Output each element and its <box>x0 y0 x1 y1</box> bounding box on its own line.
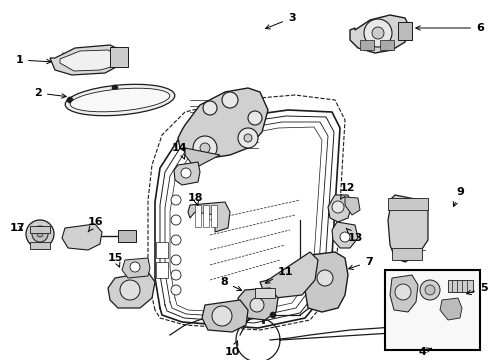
Polygon shape <box>345 197 360 215</box>
Circle shape <box>332 201 344 213</box>
Circle shape <box>340 232 350 242</box>
Text: 11: 11 <box>266 267 294 283</box>
Polygon shape <box>440 298 462 320</box>
Bar <box>255 288 275 298</box>
Text: 4: 4 <box>418 347 431 357</box>
Circle shape <box>171 255 181 265</box>
Polygon shape <box>122 258 150 278</box>
Polygon shape <box>178 88 268 158</box>
Polygon shape <box>62 224 102 250</box>
Circle shape <box>112 85 118 91</box>
Circle shape <box>238 128 258 148</box>
Bar <box>30 226 50 233</box>
Circle shape <box>130 262 140 272</box>
Bar <box>110 47 128 67</box>
Text: 7: 7 <box>349 257 373 270</box>
Bar <box>118 230 136 242</box>
Polygon shape <box>188 202 230 232</box>
Ellipse shape <box>70 88 170 112</box>
Circle shape <box>420 280 440 300</box>
Polygon shape <box>328 195 352 222</box>
Ellipse shape <box>65 84 175 116</box>
Polygon shape <box>50 45 125 75</box>
Circle shape <box>372 27 384 39</box>
Bar <box>380 40 394 50</box>
Bar <box>448 280 473 292</box>
Circle shape <box>120 280 140 300</box>
Text: 9: 9 <box>453 187 464 207</box>
Circle shape <box>32 226 48 242</box>
Polygon shape <box>238 288 278 320</box>
Circle shape <box>212 306 232 326</box>
Text: 3: 3 <box>266 13 295 29</box>
Circle shape <box>193 136 217 160</box>
Polygon shape <box>390 275 418 312</box>
Circle shape <box>222 92 238 108</box>
Text: 17: 17 <box>10 223 25 233</box>
Circle shape <box>364 19 392 47</box>
Text: 12: 12 <box>340 183 356 199</box>
Polygon shape <box>108 272 155 308</box>
Polygon shape <box>350 15 410 53</box>
Bar <box>30 242 50 249</box>
Circle shape <box>171 270 181 280</box>
Circle shape <box>181 168 191 178</box>
Circle shape <box>26 220 54 248</box>
Circle shape <box>250 298 264 312</box>
Bar <box>195 205 201 227</box>
Polygon shape <box>174 162 200 185</box>
Circle shape <box>395 284 411 300</box>
Text: 2: 2 <box>34 88 66 98</box>
Polygon shape <box>305 252 348 312</box>
Circle shape <box>67 97 73 103</box>
Text: 5: 5 <box>466 283 488 294</box>
Text: 1: 1 <box>15 55 51 65</box>
Circle shape <box>171 215 181 225</box>
Circle shape <box>203 101 217 115</box>
Text: 16: 16 <box>88 217 103 232</box>
Polygon shape <box>332 222 358 248</box>
Text: 14: 14 <box>172 143 188 159</box>
Polygon shape <box>260 252 318 298</box>
Bar <box>203 205 209 227</box>
Circle shape <box>317 270 333 286</box>
Bar <box>156 242 168 258</box>
Bar <box>388 198 428 210</box>
Text: 10: 10 <box>225 341 241 357</box>
Text: 6: 6 <box>416 23 484 33</box>
Circle shape <box>37 231 43 237</box>
Polygon shape <box>202 300 248 332</box>
Bar <box>211 205 217 227</box>
Bar <box>360 40 374 50</box>
Polygon shape <box>388 195 428 262</box>
Circle shape <box>171 195 181 205</box>
Text: 8: 8 <box>220 277 242 291</box>
Circle shape <box>171 235 181 245</box>
Circle shape <box>244 134 252 142</box>
Circle shape <box>248 111 262 125</box>
Circle shape <box>270 312 276 318</box>
Bar <box>156 262 168 278</box>
Polygon shape <box>185 148 220 168</box>
Bar <box>385 270 480 350</box>
Text: 13: 13 <box>346 228 364 243</box>
Circle shape <box>425 285 435 295</box>
Text: 15: 15 <box>108 253 123 267</box>
Text: 18: 18 <box>188 193 203 206</box>
Polygon shape <box>60 50 118 71</box>
Bar <box>392 248 422 260</box>
Bar <box>398 22 412 40</box>
Circle shape <box>200 143 210 153</box>
Circle shape <box>171 285 181 295</box>
